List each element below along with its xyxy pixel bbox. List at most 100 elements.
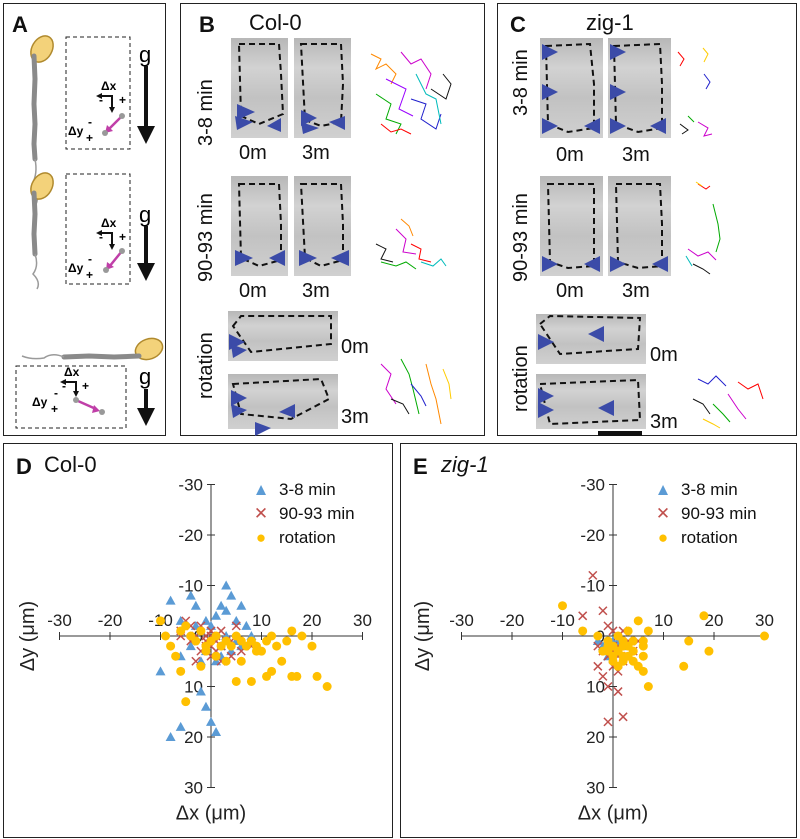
- outline-b3: [237, 183, 282, 268]
- dx-minus-3: -: [62, 379, 66, 393]
- data-point-x: [603, 717, 613, 727]
- trajectory-plot-c1: [677, 47, 713, 137]
- outline-b4: [299, 183, 344, 268]
- x-stroke: [603, 717, 613, 727]
- gravity-label-2: g: [139, 202, 151, 227]
- arrowhead: [588, 326, 604, 342]
- data-point-triangle: [195, 686, 206, 696]
- panel-c: C zig-1 3-8 min 0m 3m 90-93 min 0m 3m ro…: [497, 3, 797, 436]
- outline-c5: [538, 314, 642, 356]
- data-point-circle: [297, 631, 307, 641]
- data-point-circle: [201, 646, 211, 656]
- x-tick-label: -10: [550, 611, 575, 630]
- data-point-triangle: [185, 590, 196, 600]
- arrowheads-b: [229, 104, 349, 436]
- data-point-circle: [191, 636, 201, 646]
- data-point-circle: [287, 626, 297, 636]
- panel-d-title: Col-0: [44, 452, 97, 477]
- arrowhead: [650, 118, 666, 134]
- panel-a-diagram: Δx - + Δy - + g Δx - + Δy -: [15, 35, 164, 429]
- y-tick-label: 0: [194, 627, 203, 646]
- trajectory-plot-b2: [375, 218, 447, 270]
- trajectory-plot-b3: [380, 358, 452, 425]
- legend-label: 3-8 min: [279, 480, 336, 499]
- arrowhead: [299, 250, 317, 266]
- x-stroke: [613, 687, 623, 697]
- panel-c-row1-time-0m: 0m: [556, 144, 584, 166]
- outline-c6: [538, 378, 642, 426]
- data-point-circle: [221, 656, 231, 666]
- y-tick-label: -30: [580, 476, 605, 495]
- x-stroke: [191, 656, 201, 666]
- dx-plus-1: +: [119, 93, 126, 107]
- seedling-vertical-2: [30, 172, 54, 290]
- data-point-x: [598, 606, 608, 616]
- x-tick-label: 30: [755, 611, 774, 630]
- dy-minus-2: -: [88, 252, 92, 266]
- arrowhead: [235, 116, 253, 130]
- scale-bar: [598, 431, 642, 436]
- legend-label: 90-93 min: [681, 504, 757, 523]
- legend-d: ▲ 3-8 min ✕ 90-93 min ● rotation: [249, 478, 355, 550]
- dx-plus-2: +: [119, 230, 126, 244]
- x-axis-label: Δx (μm): [578, 803, 648, 825]
- data-point-circle: [638, 666, 648, 676]
- arrowhead: [255, 422, 271, 436]
- arrowhead: [269, 250, 285, 266]
- data-point-circle: [161, 631, 171, 641]
- data-point-triangle: [231, 615, 242, 625]
- gravity-arrow-3: [137, 389, 155, 426]
- data-point-x: [598, 671, 608, 681]
- y-tick-label: -10: [178, 577, 203, 596]
- legend-e: ▲ 3-8 min ✕ 90-93 min ● rotation: [651, 478, 757, 550]
- arrowhead: [538, 388, 554, 404]
- x-stroke: [603, 621, 613, 631]
- arrowhead: [542, 118, 558, 134]
- gravity-label-1: g: [139, 42, 151, 67]
- circle-icon: ●: [255, 528, 267, 547]
- dx-plus-3: +: [82, 379, 89, 393]
- dy-plus-3: +: [51, 402, 58, 416]
- gravity-arrow-2: [137, 226, 155, 281]
- dx-label-2: Δx: [101, 216, 117, 230]
- panel-b-row1-time-3m: 3m: [302, 142, 330, 164]
- outline-b5: [231, 315, 332, 354]
- circle-icon: ●: [657, 528, 669, 547]
- data-point-triangle: [236, 600, 247, 610]
- data-point-circle: [166, 641, 176, 651]
- x-icon: ✕: [655, 504, 671, 523]
- x-stroke: [593, 661, 603, 671]
- data-point-triangle: [200, 701, 211, 711]
- legend-label: rotation: [279, 528, 336, 547]
- data-point-triangle: [155, 666, 166, 676]
- data-point-circle: [211, 651, 221, 661]
- data-point-circle: [196, 661, 206, 671]
- dx-label-3: Δx: [64, 365, 80, 379]
- data-point-circle: [623, 626, 633, 636]
- data-point-circle: [211, 631, 221, 641]
- panel-c-title: zig-1: [586, 10, 634, 35]
- data-point-circle: [236, 656, 246, 666]
- panel-d: D Col-0 -30-20-10102030-30-20-100102030Δ…: [3, 443, 393, 838]
- outline-c4: [614, 183, 663, 270]
- y-axis-label: Δy (μm): [17, 601, 39, 671]
- panel-c-row2-time-3m: 3m: [622, 280, 650, 302]
- data-point-x: [613, 687, 623, 697]
- data-point-circle: [181, 697, 191, 707]
- coord-axes-3: [60, 379, 105, 415]
- x-icon: ✕: [253, 504, 269, 523]
- arrowhead: [584, 118, 600, 134]
- arrowheads-c: [538, 44, 668, 418]
- data-point-circle: [558, 601, 567, 611]
- dx-minus-2: -: [99, 230, 103, 244]
- dy-minus-1: -: [88, 115, 92, 129]
- legend-label: 3-8 min: [681, 480, 738, 499]
- coord-axes-2: [96, 230, 125, 273]
- dy-label-3: Δy: [32, 395, 48, 409]
- data-point-x: [603, 681, 613, 692]
- arrowhead: [231, 390, 247, 406]
- dx-minus-1: -: [99, 93, 103, 107]
- data-point-circle: [196, 626, 206, 636]
- arrowhead: [279, 404, 295, 418]
